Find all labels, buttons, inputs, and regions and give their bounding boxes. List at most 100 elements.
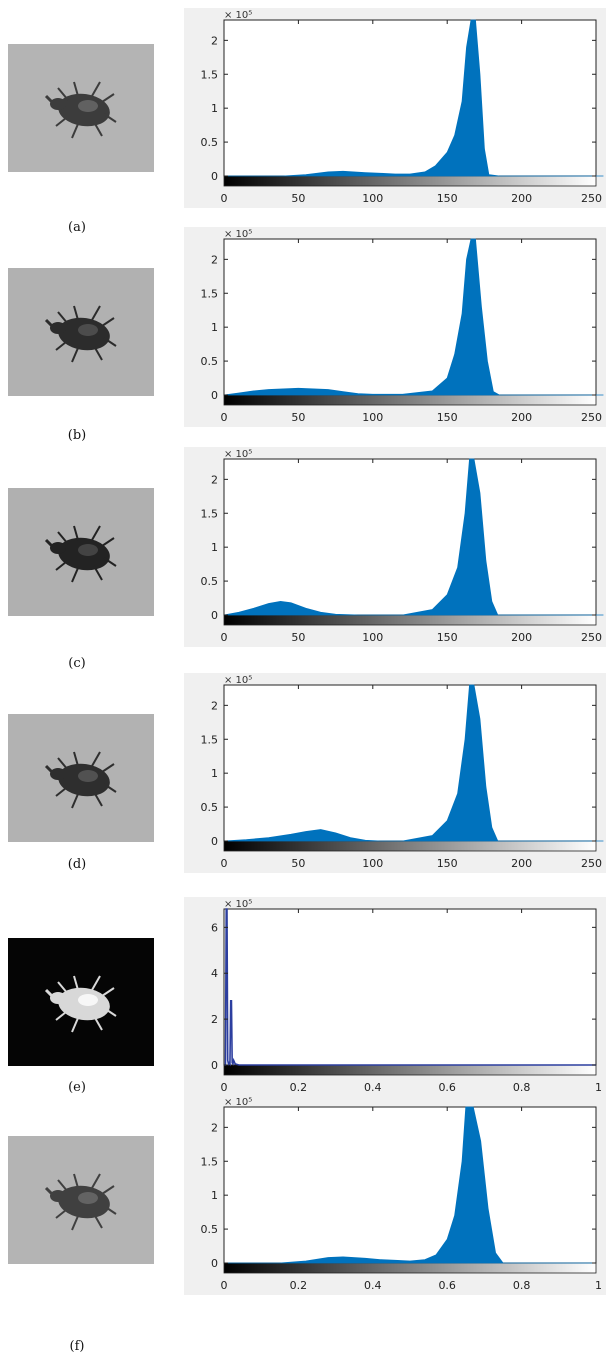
y-tick-label: 1 — [211, 102, 218, 115]
y-tick-label: 0.5 — [201, 575, 219, 588]
x-tick-label: 0 — [221, 631, 228, 644]
insect-image-a — [8, 44, 154, 172]
x-tick-label: 0.6 — [438, 1081, 456, 1094]
x-tick-label: 250 — [581, 192, 602, 205]
y-tick-label: 2 — [211, 1121, 218, 1134]
insect-image-e — [8, 938, 154, 1066]
subfigure-label-e: (e) — [68, 1080, 86, 1095]
x-tick-label: 0.2 — [290, 1279, 308, 1292]
grayscale-colorbar — [223, 1262, 597, 1274]
x-tick-label: 50 — [291, 411, 305, 424]
exponent-label: × 10⁵ — [224, 449, 252, 460]
y-tick-label: 1.5 — [201, 287, 219, 300]
y-tick-label: 2 — [211, 34, 218, 47]
y-tick-label: 1 — [211, 541, 218, 554]
x-tick-label: 50 — [291, 192, 305, 205]
x-tick-label: 150 — [437, 857, 458, 870]
exponent-label: × 10⁵ — [224, 229, 252, 240]
y-tick-label: 0.5 — [201, 801, 219, 814]
histogram-f: 0 0.5 1 1.5 2 0 0.2 0.4 0.6 0.8 1 × 10⁵ — [184, 1095, 606, 1295]
insect-image-f — [8, 1136, 154, 1264]
y-tick-label: 1 — [211, 1189, 218, 1202]
grayscale-colorbar — [223, 840, 597, 852]
insect-shape — [44, 975, 117, 1033]
x-tick-label: 200 — [511, 631, 532, 644]
insect-shape — [44, 305, 117, 363]
x-tick-label: 1 — [595, 1279, 602, 1292]
y-tick-label: 0 — [211, 835, 218, 848]
y-tick-label: 2 — [211, 473, 218, 486]
plot-area — [223, 458, 597, 616]
y-tick-label: 2 — [211, 253, 218, 266]
y-tick-label: 2 — [211, 699, 218, 712]
plot-area — [223, 238, 597, 396]
grayscale-colorbar — [223, 175, 597, 187]
grayscale-colorbar — [223, 1064, 597, 1076]
x-tick-label: 0.4 — [364, 1279, 382, 1292]
insect-shape — [44, 525, 117, 583]
insect-shape — [44, 751, 117, 809]
subfigure-label-f: (f) — [69, 1339, 85, 1354]
y-tick-label: 4 — [211, 967, 218, 980]
y-tick-label: 1.5 — [201, 507, 219, 520]
y-tick-label: 0 — [211, 389, 218, 402]
x-tick-label: 100 — [362, 411, 383, 424]
x-tick-label: 250 — [581, 631, 602, 644]
x-tick-label: 0.6 — [438, 1279, 456, 1292]
subfigure-label-a: (a) — [68, 220, 86, 235]
histogram-series — [224, 1106, 596, 1264]
histogram-b: 0 0.5 1 1.5 2 0 50 100 150 200 250 × 10⁵ — [184, 227, 606, 427]
x-tick-label: 1 — [595, 1081, 602, 1094]
x-tick-label: 0.4 — [364, 1081, 382, 1094]
x-tick-label: 200 — [511, 857, 532, 870]
x-tick-label: 150 — [437, 192, 458, 205]
y-tick-label: 2 — [211, 1013, 218, 1026]
exponent-label: × 10⁵ — [224, 1097, 252, 1108]
y-tick-label: 0 — [211, 609, 218, 622]
plot-area — [223, 19, 597, 177]
x-tick-label: 50 — [291, 857, 305, 870]
insect-image-d — [8, 714, 154, 842]
exponent-label: × 10⁵ — [224, 675, 252, 686]
plot-area — [223, 684, 597, 842]
x-tick-label: 50 — [291, 631, 305, 644]
y-tick-label: 0.5 — [201, 136, 219, 149]
y-tick-label: 0.5 — [201, 355, 219, 368]
insect-shape — [44, 1173, 117, 1231]
y-tick-label: 1 — [211, 767, 218, 780]
y-tick-label: 6 — [211, 921, 218, 934]
plot-area — [223, 1106, 597, 1264]
x-tick-label: 0 — [221, 411, 228, 424]
y-tick-label: 1.5 — [201, 1155, 219, 1168]
x-tick-label: 100 — [362, 631, 383, 644]
y-tick-label: 0.5 — [201, 1223, 219, 1236]
histogram-a: 0 0.5 1 1.5 2 0 50 100 150 200 250 × 10⁵ — [184, 8, 606, 208]
y-tick-label: 0 — [211, 1257, 218, 1270]
exponent-label: × 10⁵ — [224, 10, 252, 21]
x-tick-label: 0.8 — [513, 1279, 531, 1292]
histogram-series — [223, 458, 604, 616]
subfigure-label-d: (d) — [67, 857, 87, 872]
insect-image-b — [8, 268, 154, 396]
x-tick-label: 0.2 — [290, 1081, 308, 1094]
grayscale-colorbar — [223, 394, 597, 406]
histogram-series — [224, 19, 604, 177]
y-tick-label: 1 — [211, 321, 218, 334]
x-tick-label: 0 — [221, 1279, 228, 1292]
histogram-e: 0 2 4 6 0 0.2 0.4 0.6 0.8 1 × 10⁵ — [184, 897, 606, 1097]
y-tick-label: 1.5 — [201, 68, 219, 81]
x-tick-label: 200 — [511, 192, 532, 205]
x-tick-label: 100 — [362, 192, 383, 205]
histogram-series — [223, 684, 604, 842]
x-tick-label: 100 — [362, 857, 383, 870]
x-tick-label: 200 — [511, 411, 532, 424]
histogram-series — [224, 908, 596, 1067]
insect-shape — [44, 81, 117, 139]
grayscale-colorbar — [223, 614, 597, 626]
y-tick-label: 0 — [211, 170, 218, 183]
x-tick-label: 250 — [581, 411, 602, 424]
plot-area — [223, 908, 597, 1066]
histogram-d: 0 0.5 1 1.5 2 0 50 100 150 200 250 × 10⁵ — [184, 673, 606, 873]
subfigure-label-c: (c) — [68, 656, 86, 671]
x-tick-label: 150 — [437, 411, 458, 424]
